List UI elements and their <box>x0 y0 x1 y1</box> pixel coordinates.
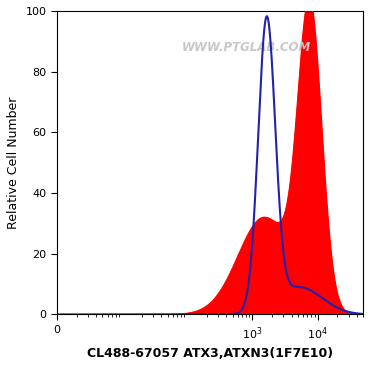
X-axis label: CL488-67057 ATX3,ATXN3(1F7E10): CL488-67057 ATX3,ATXN3(1F7E10) <box>87 347 333 360</box>
Text: WWW.PTGLAB.COM: WWW.PTGLAB.COM <box>182 41 311 54</box>
Y-axis label: Relative Cell Number: Relative Cell Number <box>7 97 20 229</box>
